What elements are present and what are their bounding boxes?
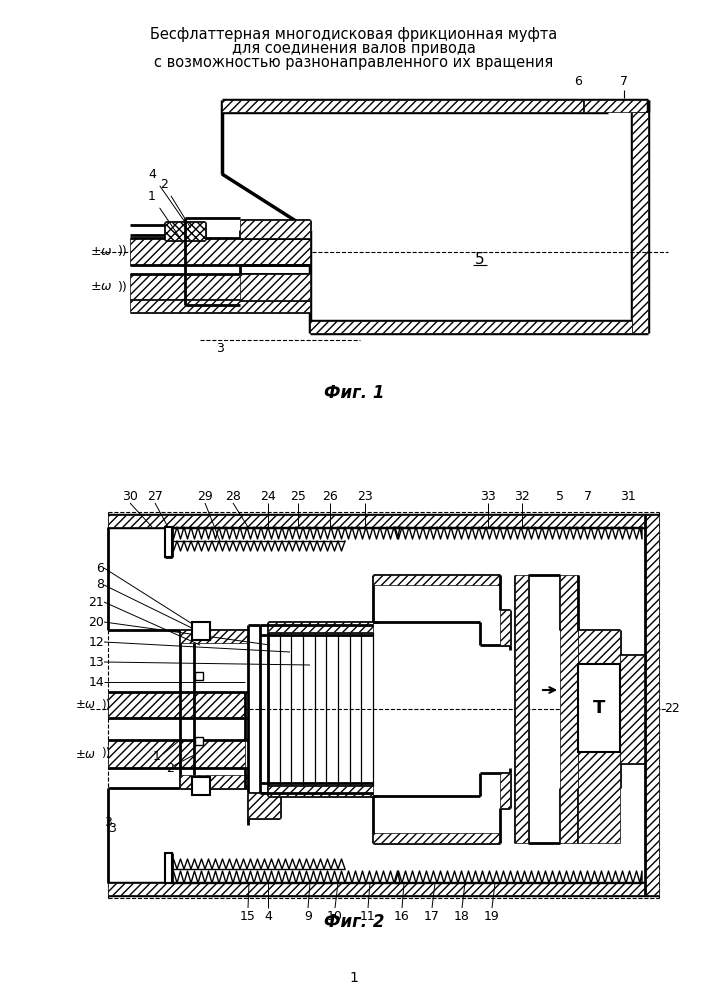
Bar (515, 575, 528, 843)
Bar (165, 853, 172, 883)
Text: 1: 1 (349, 971, 358, 985)
Bar (645, 515, 659, 895)
Text: 3: 3 (108, 822, 116, 834)
Text: 5: 5 (556, 490, 564, 503)
Bar (192, 622, 210, 640)
Text: $\pm\omega$: $\pm\omega$ (90, 245, 112, 258)
Text: 1: 1 (148, 190, 178, 236)
Bar (240, 274, 310, 300)
Text: $\pm\omega$: $\pm\omega$ (75, 698, 96, 712)
Bar (310, 321, 632, 333)
Text: 2: 2 (166, 762, 174, 774)
Text: 5: 5 (475, 252, 485, 267)
Bar (108, 515, 645, 527)
Bar (500, 773, 510, 808)
Text: 22: 22 (664, 702, 679, 716)
Bar (240, 220, 310, 238)
Text: 7: 7 (584, 490, 592, 503)
Bar (165, 527, 172, 557)
Text: с возможностью разнонаправленного их вращения: с возможностью разнонаправленного их вра… (154, 54, 554, 70)
Text: 21: 21 (88, 595, 104, 608)
Bar (373, 575, 500, 585)
Bar (620, 655, 644, 763)
Text: 17: 17 (424, 910, 440, 923)
Bar (584, 100, 648, 112)
Text: 7: 7 (620, 75, 628, 88)
Text: 27: 27 (147, 490, 163, 503)
Bar (268, 786, 373, 796)
Text: 6: 6 (96, 562, 104, 574)
Text: )): )) (101, 748, 110, 760)
Bar (192, 777, 210, 795)
Text: 32: 32 (514, 490, 530, 503)
Bar (130, 300, 310, 312)
Text: $\pm\omega$: $\pm\omega$ (90, 280, 112, 294)
Bar (560, 575, 578, 843)
Bar (248, 793, 280, 818)
Text: 16: 16 (394, 910, 410, 923)
Text: 6: 6 (574, 75, 582, 88)
Text: 12: 12 (88, 636, 104, 648)
Text: 4: 4 (264, 910, 272, 923)
Text: 20: 20 (88, 615, 104, 629)
Text: 1: 1 (153, 750, 161, 762)
Bar (373, 833, 500, 843)
Text: 11: 11 (360, 910, 376, 923)
Bar (130, 274, 310, 300)
Text: 23: 23 (357, 490, 373, 503)
Text: 14: 14 (88, 676, 104, 688)
Text: )): )) (118, 280, 128, 294)
Text: 13: 13 (88, 656, 104, 668)
Text: 28: 28 (225, 490, 241, 503)
Bar (578, 664, 620, 752)
Text: для соединения валов привода: для соединения валов привода (232, 40, 476, 55)
Text: Фиг. 2: Фиг. 2 (324, 913, 384, 931)
Text: 9: 9 (304, 910, 312, 923)
Bar (578, 630, 620, 843)
Text: 2: 2 (160, 178, 191, 228)
Bar (195, 672, 203, 680)
Bar (195, 737, 203, 745)
Text: 25: 25 (290, 490, 306, 503)
Text: 4: 4 (148, 168, 185, 223)
Bar (108, 692, 245, 718)
Text: )): )) (101, 698, 110, 712)
Bar (268, 622, 373, 632)
Text: 8: 8 (96, 578, 104, 591)
Text: 33: 33 (480, 490, 496, 503)
Text: 31: 31 (620, 490, 636, 503)
Bar (180, 775, 248, 788)
Text: 29: 29 (197, 490, 213, 503)
Bar (180, 630, 248, 643)
Bar (130, 238, 310, 265)
Bar (108, 740, 245, 768)
Bar (222, 100, 608, 112)
Text: 3: 3 (104, 816, 112, 828)
Text: 15: 15 (240, 910, 256, 923)
Bar (632, 112, 648, 333)
Text: 30: 30 (122, 490, 138, 503)
Text: Фиг. 1: Фиг. 1 (324, 384, 384, 402)
Bar (192, 777, 210, 795)
Text: 3: 3 (216, 342, 224, 355)
Text: T: T (592, 699, 605, 717)
Text: Бесфлаттерная многодисковая фрикционная муфта: Бесфлаттерная многодисковая фрикционная … (151, 26, 558, 41)
Bar (108, 883, 645, 895)
Bar (192, 622, 210, 640)
Text: $\pm\omega$: $\pm\omega$ (75, 748, 96, 760)
Bar (500, 610, 510, 645)
Text: 26: 26 (322, 490, 338, 503)
Text: )): )) (118, 245, 128, 258)
Text: 18: 18 (454, 910, 470, 923)
Text: 19: 19 (484, 910, 500, 923)
Bar (165, 222, 205, 240)
Text: 10: 10 (327, 910, 343, 923)
Text: 24: 24 (260, 490, 276, 503)
